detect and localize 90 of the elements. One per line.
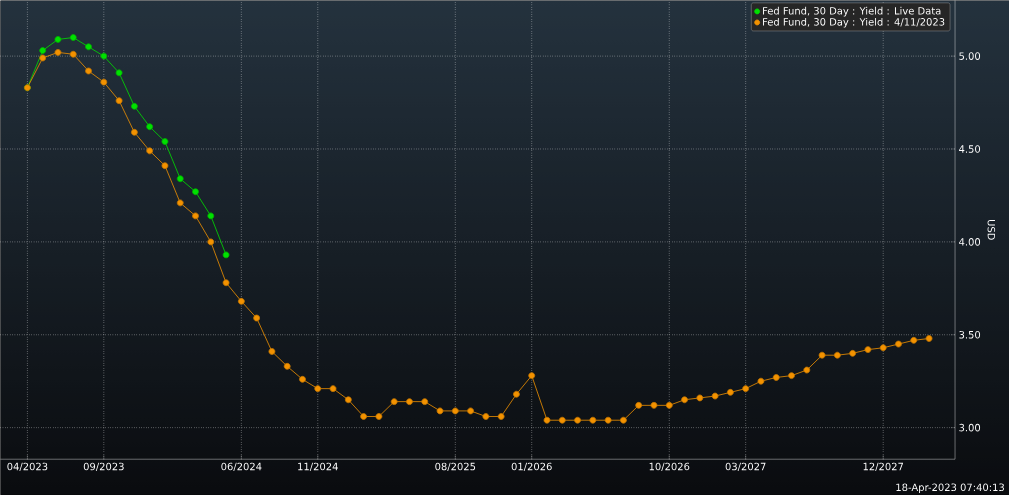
point <box>299 375 306 383</box>
point <box>390 398 398 405</box>
point <box>146 147 154 155</box>
point <box>513 390 520 398</box>
y-tick-label: 3.00 <box>959 423 981 432</box>
point <box>727 388 734 396</box>
point <box>69 34 77 41</box>
point <box>161 138 169 145</box>
point <box>39 54 47 62</box>
point <box>895 340 902 348</box>
x-tick-label: 04/2023 <box>7 462 48 471</box>
y-tick-label: 4.50 <box>959 145 981 153</box>
point <box>146 123 154 130</box>
point <box>772 374 780 381</box>
point <box>115 69 123 77</box>
point <box>910 336 918 344</box>
point <box>620 416 627 424</box>
point <box>100 78 108 86</box>
point <box>192 212 199 220</box>
point <box>130 128 138 136</box>
point <box>635 401 643 409</box>
point <box>558 416 566 424</box>
point <box>604 416 612 424</box>
x-tick-label: 06/2024 <box>221 462 262 471</box>
point <box>100 52 108 60</box>
point <box>574 416 581 424</box>
point <box>421 398 429 405</box>
point <box>375 413 383 420</box>
point <box>589 416 597 424</box>
point <box>788 372 795 379</box>
point <box>253 314 261 322</box>
point <box>283 362 291 370</box>
point <box>192 188 199 196</box>
x-tick-label: 09/2023 <box>83 462 124 471</box>
y-tick-label: 4.00 <box>959 238 981 246</box>
point <box>650 401 658 409</box>
point <box>406 398 413 405</box>
point <box>467 407 474 415</box>
point <box>115 97 123 104</box>
point <box>528 372 536 379</box>
point <box>268 348 276 355</box>
point <box>360 413 367 420</box>
y-tick-label: 5.00 <box>959 52 981 60</box>
point <box>879 344 887 352</box>
point <box>344 396 352 404</box>
point <box>176 199 184 207</box>
point <box>497 413 505 420</box>
point <box>665 401 673 409</box>
x-tick-label: 10/2026 <box>649 462 690 471</box>
point <box>176 175 184 183</box>
point <box>833 351 841 359</box>
point <box>543 416 551 424</box>
legend-label: Fed Fund, 30 Day : Yield : Live Data <box>763 6 941 17</box>
point <box>207 238 215 246</box>
point <box>54 48 62 56</box>
point <box>237 297 245 305</box>
x-tick-label: 08/2025 <box>435 462 476 471</box>
x-tick-label: 03/2027 <box>725 462 766 471</box>
point <box>849 349 857 357</box>
point <box>329 385 337 392</box>
point <box>161 162 169 170</box>
point <box>314 385 322 392</box>
point <box>222 279 230 287</box>
x-tick-label: 11/2024 <box>298 462 338 471</box>
x-tick-label: 01/2026 <box>511 462 552 471</box>
point <box>925 334 933 342</box>
point <box>864 346 872 353</box>
point <box>130 102 138 110</box>
point <box>742 385 750 392</box>
text: 18-Apr-2023 07:40:13 <box>896 483 1004 493</box>
point <box>69 50 77 58</box>
point <box>85 67 92 75</box>
point <box>451 407 459 415</box>
point <box>222 251 230 259</box>
legend-label: Fed Fund, 30 Day : Yield : 4/11/2023 <box>763 17 945 28</box>
point <box>681 396 688 404</box>
x-tick-label: 12/2027 <box>863 462 904 471</box>
point <box>818 351 826 359</box>
y-axis-title: USD <box>987 219 996 240</box>
y-tick-label: 3.50 <box>959 330 981 339</box>
point <box>757 377 765 385</box>
point <box>207 212 215 220</box>
point <box>436 407 444 415</box>
point <box>803 366 811 374</box>
point <box>711 392 719 400</box>
point <box>54 35 62 43</box>
point <box>85 43 92 51</box>
point <box>696 394 704 402</box>
point <box>482 413 490 420</box>
point <box>39 47 47 54</box>
